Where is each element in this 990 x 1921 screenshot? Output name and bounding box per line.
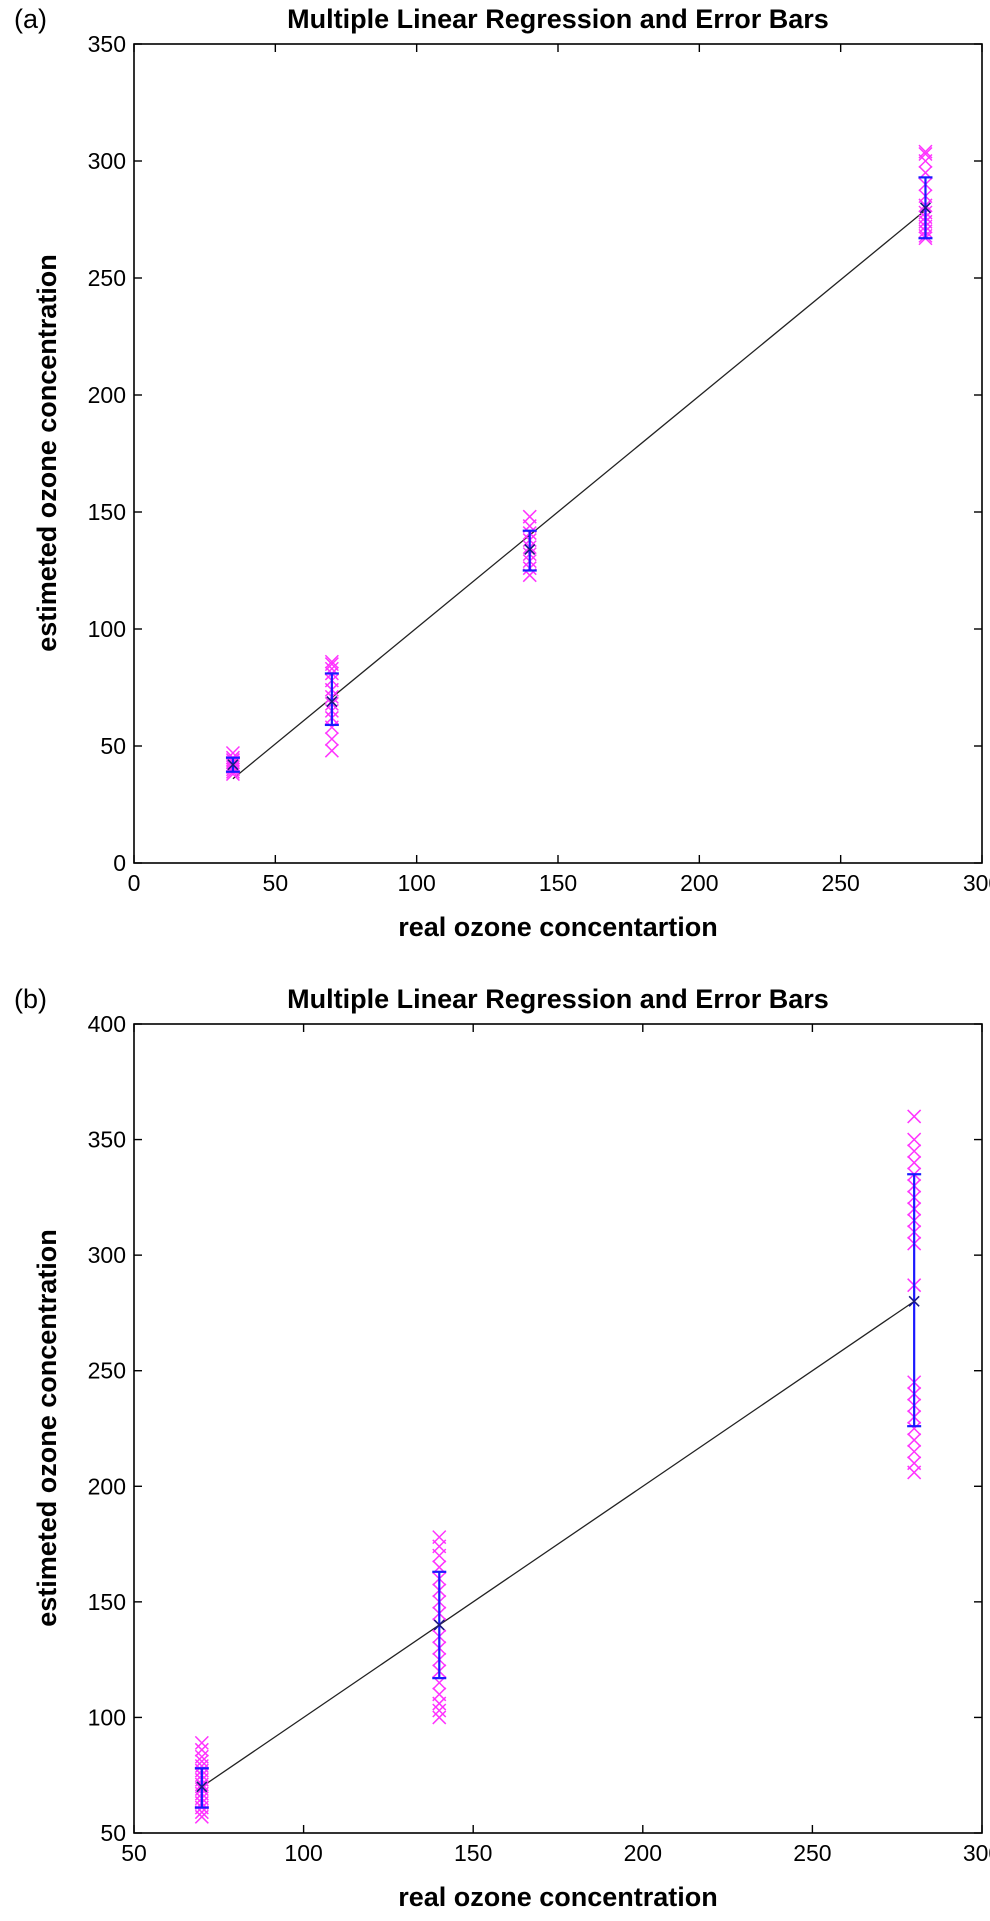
chart-title-b: Multiple Linear Regression and Error Bar… [287, 984, 829, 1014]
data-group-a-0 [225, 745, 240, 782]
estimate-point-a-3-12 [918, 146, 933, 162]
plot-frame-a [133, 43, 983, 864]
data-group-a-3 [918, 144, 933, 246]
estimate-point-b-2-18 [907, 1144, 922, 1159]
mean-point-b-2 [908, 1295, 920, 1307]
estimate-point-b-2-4 [907, 1421, 922, 1436]
x-tick-label-b-1: 100 [284, 1840, 322, 1866]
estimate-point-a-1-11 [324, 657, 339, 672]
estimate-point-b-2-1 [907, 1456, 922, 1471]
estimate-point-b-0-12 [194, 1754, 209, 1769]
estimate-point-b-0-14 [194, 1742, 209, 1757]
data-group-a-1 [324, 654, 339, 758]
x-tick-label-a-6: 300 [963, 870, 990, 896]
x-tick-label-a-2: 100 [397, 870, 435, 896]
y-tick-label-b-3: 200 [88, 1473, 126, 1499]
estimate-point-b-0-13 [194, 1749, 209, 1764]
x-tick-label-b-2: 150 [454, 1840, 492, 1866]
y-tick-label-a-6: 300 [88, 148, 126, 174]
chart-title-a: Multiple Linear Regression and Error Bar… [287, 4, 829, 34]
plot-area-b: 50 100 150 200 250 300 50 100 150 200 250 300 350 400 [88, 1011, 990, 1866]
y-tick-label-b-7: 400 [88, 1011, 126, 1037]
x-tick-label-b-5: 300 [963, 1840, 990, 1866]
estimate-point-b-1-3 [432, 1687, 447, 1702]
data-group-b-0 [194, 1735, 209, 1824]
y-axis-label-b: estimeted ozone concentration [32, 1229, 62, 1627]
estimate-point-b-2-17 [907, 1155, 922, 1170]
data-group-b-1 [432, 1530, 447, 1725]
y-tick-label-b-2: 150 [88, 1589, 126, 1615]
y-tick-label-b-0: 50 [100, 1820, 126, 1846]
y-tick-label-a-2: 100 [88, 616, 126, 642]
y-tick-label-a-1: 50 [100, 733, 126, 759]
estimate-point-b-1-17 [432, 1530, 447, 1545]
estimate-point-a-2-8 [522, 509, 537, 524]
estimate-point-b-2-20 [907, 1109, 922, 1124]
estimate-point-a-3-13 [918, 144, 933, 159]
x-tick-label-a-0: 0 [128, 870, 141, 896]
estimate-point-b-2-19 [907, 1132, 922, 1147]
x-tick-label-b-3: 200 [624, 1840, 662, 1866]
mean-point-a-3 [919, 202, 932, 214]
estimate-point-b-0-15 [194, 1735, 209, 1750]
x-tick-label-b-4: 250 [793, 1840, 831, 1866]
y-tick-label-a-0: 0 [113, 850, 126, 876]
marks-b [194, 1109, 922, 1824]
x-axis-label-a: real ozone concentartion [398, 912, 718, 942]
plot-area-a: 0 50 100 150 200 250 300 0 50 100 150 200 250 300 350 [88, 31, 990, 896]
y-tick-label-a-7: 350 [88, 31, 126, 57]
x-tick-label-b-0: 50 [121, 1840, 147, 1866]
regression-line-a [232, 209, 926, 780]
mean-point-a-1 [326, 695, 338, 708]
estimate-point-b-2-3 [907, 1433, 922, 1448]
x-axis-label-b: real ozone concentration [398, 1882, 718, 1912]
data-group-a-2 [522, 509, 537, 583]
panel-label-a: (a) [14, 4, 47, 34]
y-tick-label-a-4: 200 [88, 382, 126, 408]
y-axis-label-a: estimeted ozone concentration [32, 254, 62, 652]
plot-frame-b [133, 1023, 983, 1834]
mean-point-b-0 [196, 1781, 208, 1793]
y-tick-label-a-5: 250 [88, 265, 126, 291]
regression-line-b [201, 1300, 915, 1788]
mean-point-b-1 [433, 1619, 445, 1631]
ticks-b: 50 100 150 200 250 300 50 100 150 200 250 300 350 400 [88, 1011, 990, 1866]
marks-a [225, 144, 933, 782]
chart-panel-b: (b) Multiple Linear Regression and Error… [14, 984, 990, 1912]
ticks-a: 0 50 100 150 200 250 300 0 50 100 150 200 250 300 350 [88, 31, 990, 896]
x-tick-label-a-3: 150 [539, 870, 577, 896]
data-group-b-2 [907, 1109, 922, 1480]
mean-point-a-0 [227, 759, 239, 771]
y-tick-label-b-4: 250 [88, 1358, 126, 1384]
estimate-point-b-1-0 [432, 1710, 447, 1725]
estimate-point-a-1-12 [324, 654, 339, 669]
chart-panel-a: (a) Multiple Linear Regression and Error… [14, 4, 990, 942]
mean-point-a-2 [524, 543, 536, 556]
y-tick-label-b-1: 100 [88, 1704, 126, 1730]
estimate-point-a-1-1 [324, 731, 339, 747]
panel-label-b: (b) [14, 984, 47, 1014]
estimate-point-b-1-1 [432, 1703, 447, 1718]
y-tick-label-b-6: 350 [88, 1127, 126, 1153]
x-tick-label-a-4: 200 [680, 870, 718, 896]
x-tick-label-a-5: 250 [821, 870, 859, 896]
y-tick-label-b-5: 300 [88, 1242, 126, 1268]
estimate-point-a-1-0 [324, 743, 339, 758]
y-tick-label-a-3: 150 [88, 499, 126, 525]
x-tick-label-a-1: 50 [263, 870, 289, 896]
estimate-point-b-2-2 [907, 1444, 922, 1459]
